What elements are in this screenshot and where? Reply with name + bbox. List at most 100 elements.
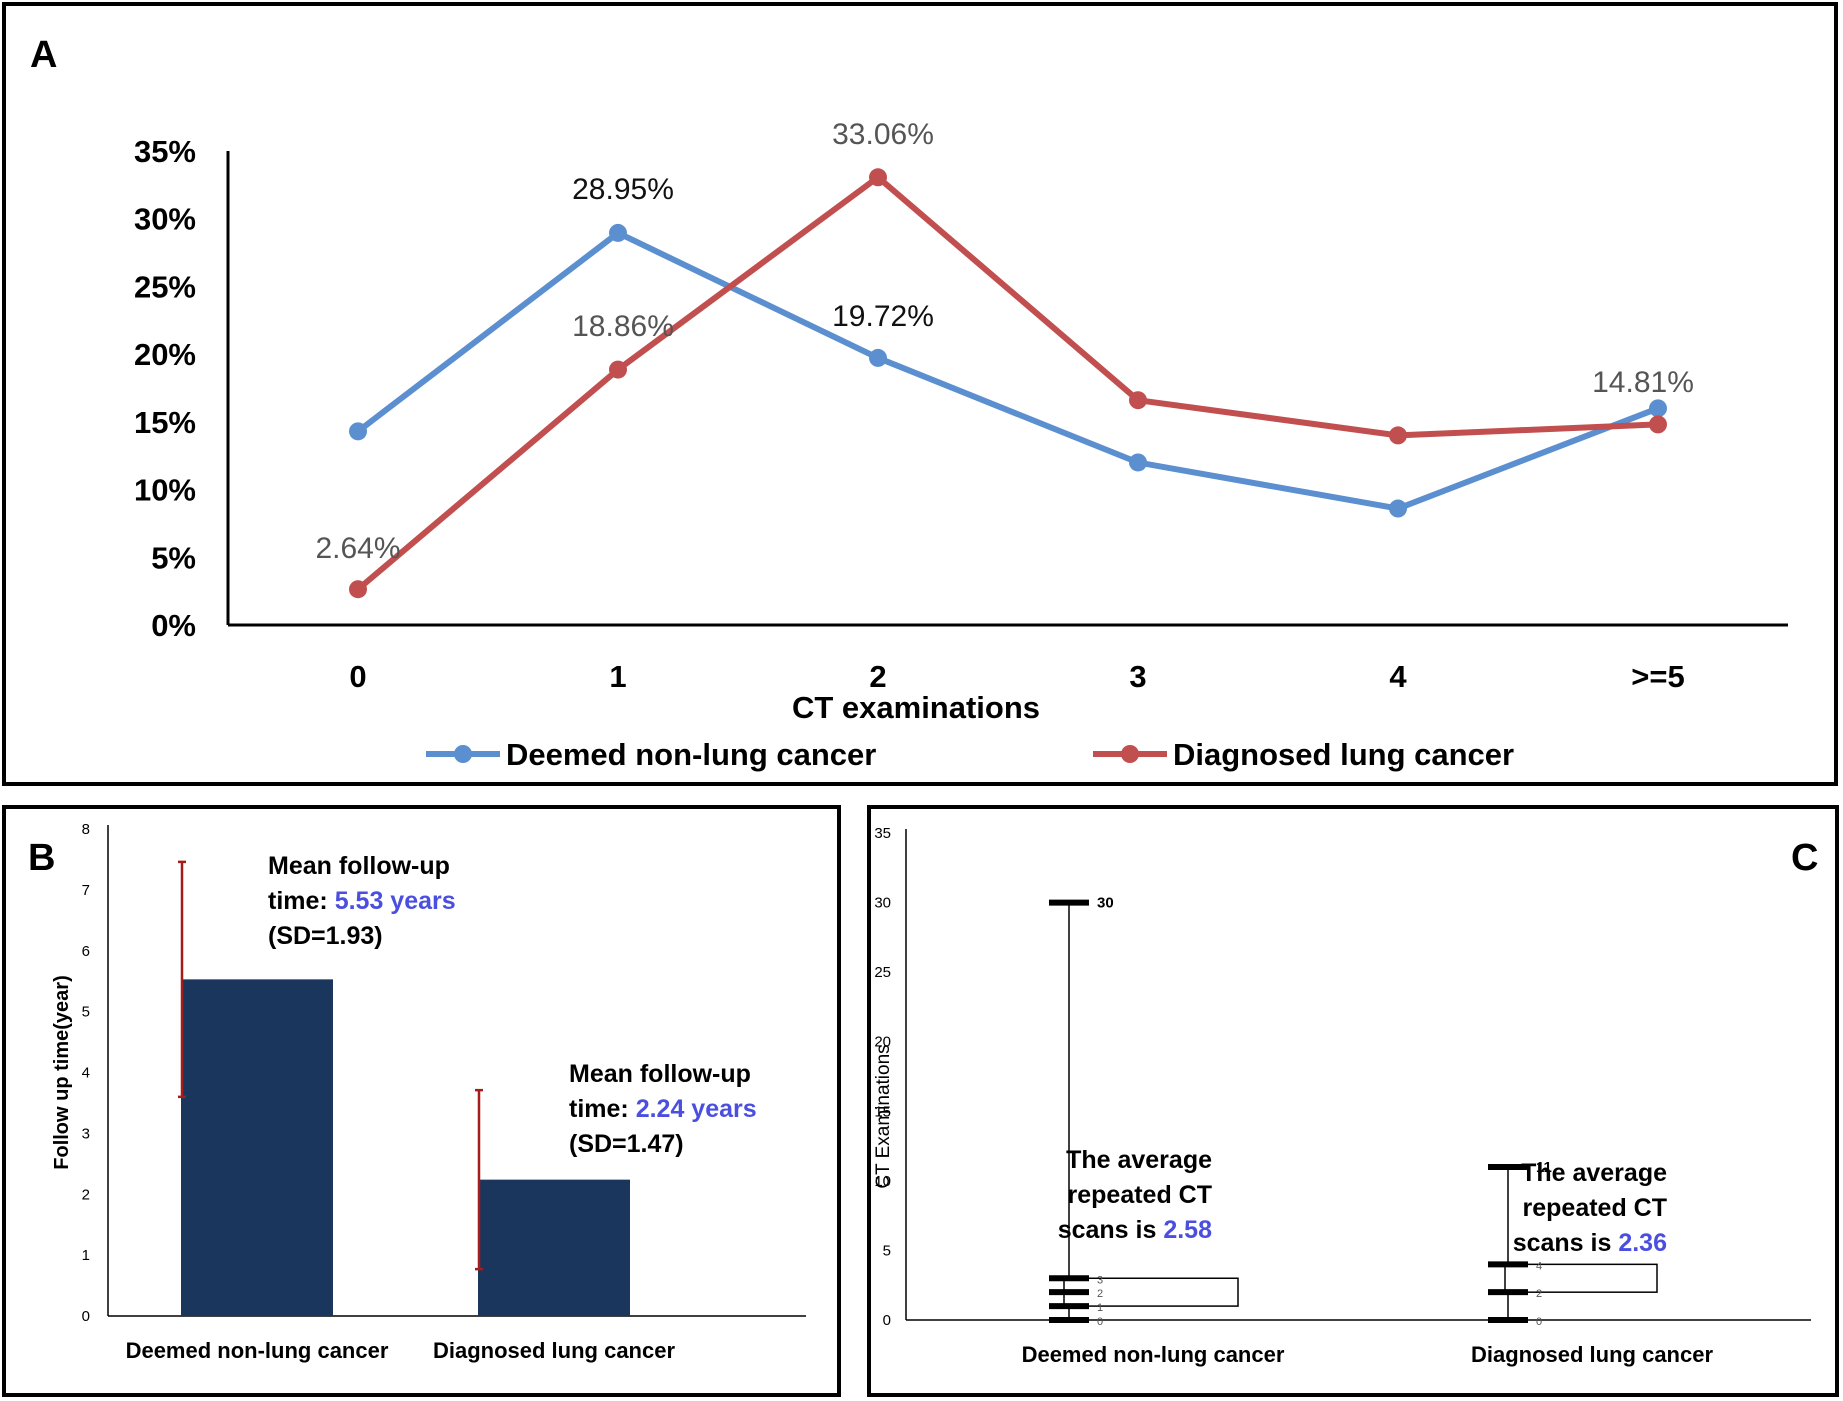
annotation-line: time: 5.53 years	[268, 887, 456, 915]
annotation-value: 2.58	[1163, 1216, 1212, 1244]
y-tick-label: 25	[874, 964, 891, 981]
legend-marker-0	[454, 745, 472, 763]
legend-label: Deemed non-lung cancer	[506, 737, 876, 772]
y-axis-title: CT Examinations	[873, 1044, 894, 1188]
data-label: 33.06%	[832, 118, 934, 151]
annotation-prefix: time:	[569, 1095, 636, 1123]
box-mark-label: 11	[1536, 1159, 1552, 1176]
box-mark-label: 30	[1097, 895, 1114, 912]
series-line-lung-cancer	[356, 174, 1659, 592]
data-point-non-lung-cancer	[1389, 499, 1407, 518]
y-tick-label: 0%	[151, 608, 196, 643]
annotation-line: repeated CT	[1068, 1181, 1212, 1209]
data-point-lung-cancer	[1129, 391, 1147, 410]
x-axis-title: CT examinations	[792, 690, 1040, 725]
y-tick-label: 30%	[134, 202, 196, 237]
box-mark-label: 0	[1536, 1316, 1542, 1328]
annotation-prefix: time:	[268, 887, 335, 915]
annotation-follow-up: Mean follow-up time: 2.24 years (SD=1.47)	[569, 1060, 757, 1158]
annotation-line: The average	[1066, 1146, 1212, 1174]
annotation-line: time: 2.24 years	[569, 1095, 757, 1123]
annotation-line: (SD=1.93)	[268, 922, 383, 950]
bar	[478, 1179, 630, 1316]
box-mark-label: 2	[1097, 1288, 1103, 1300]
data-point-non-lung-cancer	[869, 348, 887, 367]
box	[1504, 1263, 1658, 1293]
data-point-non-lung-cancer	[1129, 453, 1147, 472]
y-tick-label: 10%	[134, 473, 196, 508]
annotation-value: 2.36	[1618, 1229, 1667, 1257]
annotation-average-ct: The average repeated CT scans is 2.58	[1058, 1146, 1212, 1244]
data-point-non-lung-cancer	[609, 223, 627, 242]
y-tick-label: 10	[874, 1173, 891, 1190]
x-tick-label: 4	[1389, 659, 1407, 694]
annotation-line: repeated CT	[1523, 1194, 1667, 1222]
y-tick-label: 15%	[134, 405, 196, 440]
box	[1063, 1277, 1239, 1307]
y-tick-label: 6	[82, 943, 90, 960]
x-tick-label: 1	[609, 659, 626, 694]
data-point-lung-cancer	[1389, 426, 1407, 445]
panel-label-c: C	[1791, 837, 1818, 879]
y-tick-label: 20	[874, 1034, 891, 1051]
y-tick-label: 35%	[134, 134, 196, 169]
legend-marker-1	[1121, 745, 1139, 763]
y-tick-label: 1	[82, 1247, 90, 1264]
bar	[181, 979, 333, 1316]
annotation-prefix: scans is	[1058, 1216, 1164, 1244]
y-tick-label: 2	[82, 1186, 90, 1203]
data-point-lung-cancer	[609, 360, 627, 379]
box-mark-label: 3	[1097, 1274, 1103, 1286]
annotation-line: scans is 2.58	[1058, 1216, 1212, 1244]
panel-c: C 0 5 10 15 20 25 30 35 CT Examinations 30 3 2 1 0 Deem…	[867, 805, 1839, 1397]
annotation-value: 2.24 years	[636, 1095, 757, 1123]
panel-b: B 0 1 2 3 4 5 6 7 8 Follow up time(year) Deemed non…	[2, 805, 841, 1397]
y-tick-label: 7	[82, 882, 90, 899]
y-tick-label: 30	[874, 895, 891, 912]
annotation-line: Mean follow-up	[569, 1060, 751, 1088]
y-tick-label: 0	[883, 1312, 891, 1329]
data-point-lung-cancer	[349, 580, 367, 599]
y-tick-label: 25%	[134, 269, 196, 304]
annotation-line: The average	[1521, 1159, 1667, 1187]
data-label: 14.81%	[1592, 366, 1694, 399]
y-axis-title: Follow up time(year)	[51, 975, 73, 1169]
x-tick-label: 0	[349, 659, 366, 694]
annotation-average-ct: The average repeated CT scans is 2.36	[1513, 1159, 1667, 1257]
bar-chart: B 0 1 2 3 4 5 6 7 8 Follow up time(year) Deemed non…	[28, 821, 806, 1363]
annotation-line: Mean follow-up	[268, 852, 450, 880]
y-tick-label: 8	[82, 821, 90, 838]
panel-label-b: B	[28, 837, 55, 879]
x-tick-label: Diagnosed lung cancer	[433, 1338, 675, 1363]
annotation-value: 5.53 years	[335, 887, 456, 915]
x-tick-label: Deemed non-lung cancer	[126, 1338, 389, 1363]
legend-label: Diagnosed lung cancer	[1173, 737, 1514, 772]
box-mark-label: 2	[1536, 1288, 1542, 1300]
y-tick-label: 15	[874, 1103, 891, 1120]
series-line-non-lung-cancer	[356, 229, 1660, 512]
y-tick-label: 20%	[134, 337, 196, 372]
y-tick-label: 5	[883, 1242, 891, 1259]
x-tick-label: 3	[1129, 659, 1146, 694]
line-chart: A 0% 5% 10% 15% 20% 25% 30% 35% 0 1 2 3 4 >=5 CT examin…	[30, 34, 1788, 772]
y-tick-label: 5%	[151, 540, 196, 575]
box-mark-label: 0	[1097, 1316, 1103, 1328]
x-tick-label: Diagnosed lung cancer	[1471, 1342, 1713, 1367]
data-label: 18.86%	[572, 310, 674, 343]
y-tick-label: 35	[874, 825, 891, 842]
panel-a: A 0% 5% 10% 15% 20% 25% 30% 35% 0 1 2 3 4 >=5 CT examin…	[2, 2, 1838, 786]
annotation-line: (SD=1.47)	[569, 1130, 684, 1158]
annotation-line: scans is 2.36	[1513, 1229, 1667, 1257]
annotation-prefix: scans is	[1513, 1229, 1619, 1257]
y-tick-label: 0	[82, 1308, 90, 1325]
y-tick-label: 5	[82, 1004, 90, 1021]
x-tick-label: >=5	[1631, 659, 1684, 694]
data-point-lung-cancer	[869, 168, 887, 187]
data-point-lung-cancer	[1649, 415, 1667, 434]
y-tick-label: 4	[82, 1065, 90, 1082]
data-point-non-lung-cancer	[1649, 399, 1667, 418]
data-point-non-lung-cancer	[349, 422, 367, 441]
y-tick-label: 3	[82, 1125, 90, 1142]
annotation-follow-up: Mean follow-up time: 5.53 years (SD=1.93)	[268, 852, 456, 950]
